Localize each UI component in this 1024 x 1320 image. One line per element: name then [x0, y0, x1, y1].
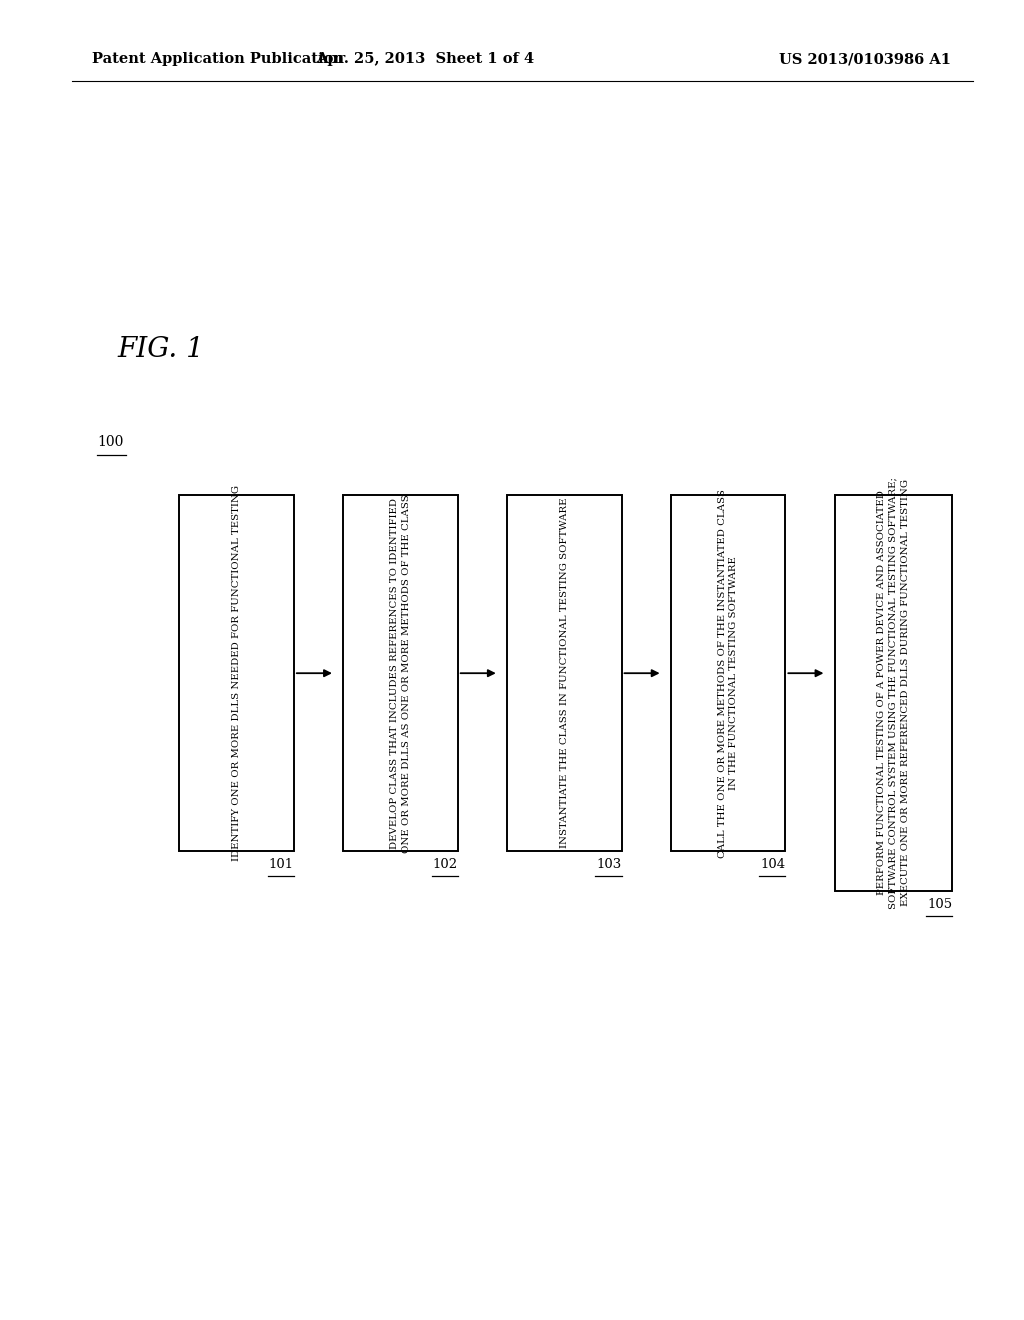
- Text: 103: 103: [596, 858, 622, 871]
- Bar: [835, 495, 952, 891]
- Text: IDENTIFY ONE OR MORE DLLS NEEDED FOR FUNCTIONAL TESTING: IDENTIFY ONE OR MORE DLLS NEEDED FOR FUN…: [232, 486, 241, 861]
- Text: 102: 102: [432, 858, 458, 871]
- Text: INSTANTIATE THE CLASS IN FUNCTIONAL TESTING SOFTWARE: INSTANTIATE THE CLASS IN FUNCTIONAL TEST…: [560, 498, 568, 849]
- Text: Patent Application Publication: Patent Application Publication: [92, 53, 344, 66]
- Bar: [507, 495, 622, 851]
- Text: FIG. 1: FIG. 1: [118, 337, 205, 363]
- Bar: [671, 495, 785, 851]
- Text: CALL THE ONE OR MORE METHODS OF THE INSTANTIATED CLASS
IN THE FUNCTIONAL TESTING: CALL THE ONE OR MORE METHODS OF THE INST…: [718, 488, 738, 858]
- Text: PERFORM FUNCTIONAL TESTING OF A POWER DEVICE AND ASSOCIATED
SOFTWARE CONTROL SYS: PERFORM FUNCTIONAL TESTING OF A POWER DE…: [878, 477, 909, 909]
- Text: 104: 104: [760, 858, 785, 871]
- Bar: [343, 495, 458, 851]
- Text: 105: 105: [927, 898, 952, 911]
- Text: 101: 101: [268, 858, 294, 871]
- Text: 100: 100: [97, 436, 124, 449]
- Text: US 2013/0103986 A1: US 2013/0103986 A1: [779, 53, 951, 66]
- Text: DEVELOP CLASS THAT INCLUDES REFERENCES TO IDENTIFIED
ONE OR MORE DLLS AS ONE OR : DEVELOP CLASS THAT INCLUDES REFERENCES T…: [390, 494, 411, 853]
- Text: Apr. 25, 2013  Sheet 1 of 4: Apr. 25, 2013 Sheet 1 of 4: [315, 53, 535, 66]
- Bar: [179, 495, 294, 851]
